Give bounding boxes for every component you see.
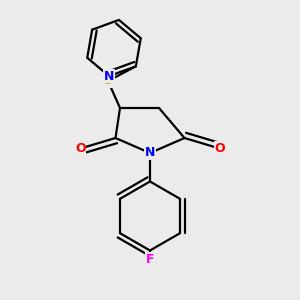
Text: N: N [104,70,114,83]
Text: O: O [75,142,86,155]
Text: S: S [103,74,112,88]
Text: O: O [214,142,225,155]
Text: N: N [145,146,155,160]
Text: F: F [146,253,154,266]
